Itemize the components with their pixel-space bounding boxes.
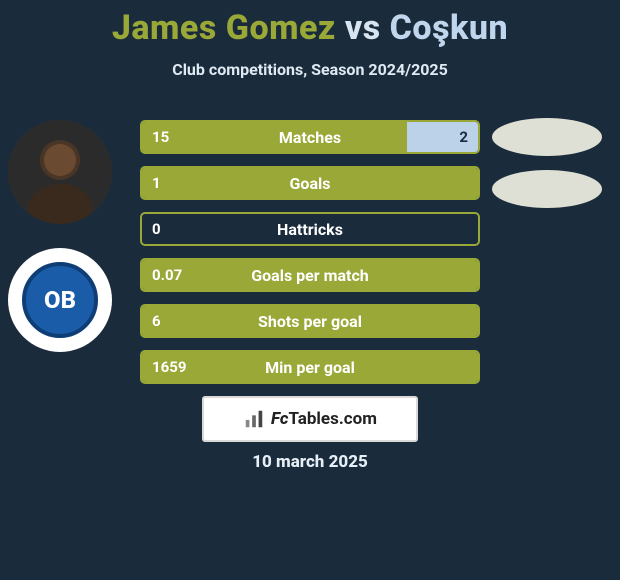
comparison-bars: Matches152 Goals1 Hattricks0 Goals per matc… [140,120,480,396]
stat-bar-left-fill [142,260,478,290]
left-avatar-column: OB [8,120,118,376]
bar-chart-icon [243,408,265,430]
right-avatar-column [492,118,602,222]
subtitle: Club competitions, Season 2024/2025 [0,60,620,79]
stat-bar-left-fill [142,168,478,198]
title-player1: James Gomez [112,8,336,48]
club-badge-inner: OB [22,262,98,338]
club-badge-text: OB [44,286,76,314]
stat-row: Goals per match0.07 [140,258,480,292]
watermark: FcTables.com [202,396,418,442]
stat-bar-left-fill [142,122,407,152]
watermark-rest: Tables.com [288,409,376,429]
watermark-prefix: Fc [271,409,288,429]
stat-label: Hattricks [142,214,478,244]
title-vs: vs [345,8,381,48]
stat-row: Shots per goal6 [140,304,480,338]
title: James Gomez vs Coşkun [0,0,620,48]
stat-row: Min per goal1659 [140,350,480,384]
stat-bar-right-fill [407,122,478,152]
stat-row: Matches152 [140,120,480,154]
player1-club-badge: OB [8,248,112,352]
watermark-text: FcTables.com [271,409,377,429]
stat-row: Goals1 [140,166,480,200]
title-player2: Coşkun [390,8,509,48]
player2-photo-placeholder [492,118,602,156]
player1-photo [8,120,112,224]
date: 10 march 2025 [0,452,620,472]
stat-bar-left-fill [142,352,478,382]
stat-bar-left-fill [142,306,478,336]
stat-row: Hattricks0 [140,212,480,246]
person-silhouette-icon [8,120,112,224]
player2-club-placeholder [492,170,602,208]
stat-value-left: 0 [152,214,161,244]
